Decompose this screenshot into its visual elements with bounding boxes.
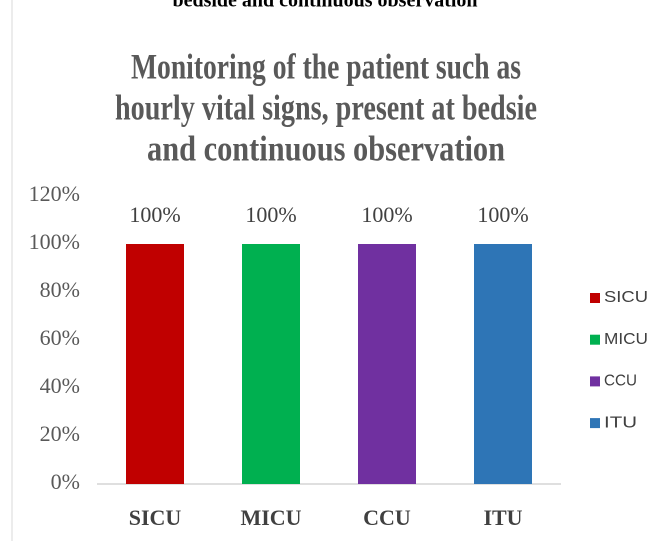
legend-label: CCU xyxy=(604,373,637,390)
y-tick-label: 120% xyxy=(29,181,80,206)
chart-title: hourly vital signs, present at bedsie xyxy=(115,87,537,127)
y-tick-label: 100% xyxy=(29,229,80,254)
bar xyxy=(474,244,532,484)
y-tick-label: 60% xyxy=(40,325,80,350)
data-label: 100% xyxy=(245,202,296,227)
legend-swatch xyxy=(590,418,600,429)
chart-title: Monitoring of the patient such as xyxy=(131,46,521,86)
x-tick-label: ITU xyxy=(483,505,522,530)
x-tick-label: CCU xyxy=(363,505,411,530)
bar xyxy=(242,244,300,484)
legend-swatch xyxy=(590,334,600,345)
x-tick-label: SICU xyxy=(129,505,182,530)
legend-swatch xyxy=(590,293,600,303)
chart-title: and continuous observation xyxy=(147,128,505,168)
y-tick-label: 0% xyxy=(51,469,80,494)
y-tick-label: 40% xyxy=(40,373,80,398)
y-tick-label: 20% xyxy=(40,421,80,446)
legend-swatch xyxy=(590,376,600,387)
y-tick-label: 80% xyxy=(40,277,80,302)
page-caption: bedside and continuous observation xyxy=(172,0,477,12)
data-label: 100% xyxy=(361,202,412,227)
bar xyxy=(358,244,416,484)
legend-label: MICU xyxy=(604,331,648,348)
legend-label: ITU xyxy=(604,414,637,431)
legend-label: SICU xyxy=(604,289,648,306)
bar xyxy=(126,244,184,484)
data-label: 100% xyxy=(129,202,180,227)
x-tick-label: MICU xyxy=(240,505,301,530)
data-label: 100% xyxy=(477,202,528,227)
